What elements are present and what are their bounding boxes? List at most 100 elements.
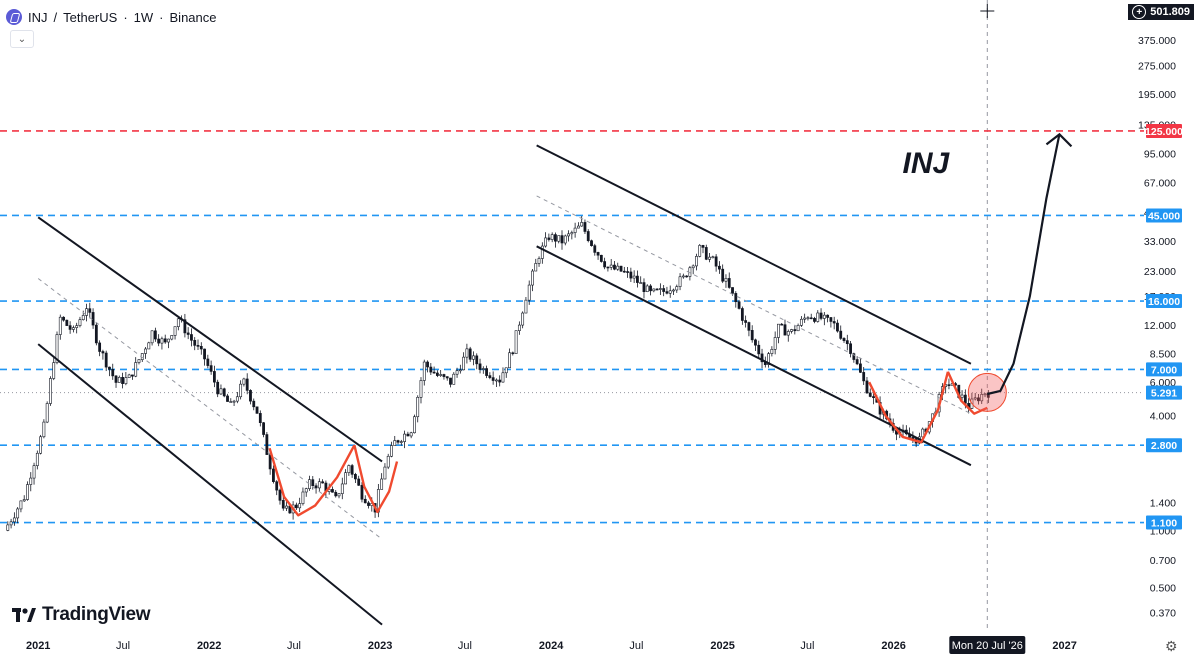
candle-body-43 (147, 342, 151, 350)
candle-body-165 (547, 237, 551, 240)
candle-body-12 (45, 403, 49, 423)
candle-body-69 (232, 400, 236, 403)
candle-body-6 (26, 484, 29, 500)
candle-body-137 (455, 370, 459, 375)
candle-body-152 (504, 367, 508, 374)
candle-body-92 (308, 479, 311, 489)
candle-body-225 (744, 320, 748, 323)
candle-body-291 (960, 394, 964, 398)
candle-body-255 (842, 338, 846, 341)
y-tick-label-10: 12.000 (1144, 320, 1176, 332)
candle-body-55 (186, 332, 190, 335)
candle-body-73 (245, 378, 249, 391)
crosshair-date-tag-label: Mon 20 Jul '26 (952, 640, 1023, 652)
candle-body-146 (485, 368, 488, 376)
interval-label[interactable]: 1W (133, 9, 154, 25)
candle-body-245 (809, 317, 813, 320)
candle-body-234 (773, 337, 777, 350)
candle-body-88 (294, 504, 298, 509)
candle-body-60 (203, 348, 206, 360)
candle-body-148 (491, 377, 495, 381)
settings-gear-icon[interactable]: ⚙ (1165, 638, 1178, 654)
candle-body-262 (865, 380, 869, 394)
candle-body-153 (508, 352, 511, 369)
candle-body-8 (32, 465, 36, 479)
candle-body-140 (465, 348, 469, 358)
exchange-label: Binance (169, 9, 217, 25)
candle-body-251 (829, 317, 833, 322)
candle-body-194 (642, 282, 646, 292)
candle-body-20 (71, 327, 75, 330)
candle-body-19 (68, 325, 72, 330)
candle-body-254 (839, 330, 843, 339)
projection-arrow-path (987, 134, 1061, 396)
candle-body-144 (478, 363, 482, 370)
candle-body-110 (367, 502, 370, 506)
candle-body-141 (468, 348, 472, 360)
candle-body-67 (226, 395, 229, 402)
x-tick-label-11: 2027 (1052, 640, 1076, 652)
candle-body-243 (803, 317, 807, 320)
candle-body-81 (272, 468, 275, 482)
candle-body-16 (58, 316, 62, 335)
candle-body-65 (219, 388, 223, 395)
candle-body-257 (849, 343, 852, 354)
candle-body-18 (65, 319, 69, 326)
candle-body-203 (672, 289, 675, 292)
candle-body-95 (317, 481, 321, 489)
candle-body-223 (737, 301, 741, 309)
level-tag-label-0: 125.000 (1145, 126, 1183, 138)
tradingview-logo[interactable]: TradingView (12, 604, 151, 626)
candle-body-72 (242, 378, 246, 385)
symbol-label[interactable]: INJ (28, 9, 48, 25)
candle-body-38 (131, 374, 134, 377)
candle-body-3 (16, 508, 20, 519)
level-tag-label-5: 1.100 (1151, 518, 1177, 530)
candle-body-76 (255, 406, 259, 414)
y-tick-label-5: 67.000 (1144, 178, 1176, 190)
x-tick-label-10: 2026 (881, 640, 905, 652)
inj-coin-icon (6, 9, 22, 25)
candle-body-176 (583, 222, 587, 232)
candle-body-129 (429, 366, 433, 373)
candle-body-37 (127, 374, 131, 378)
candle-body-91 (304, 488, 308, 493)
channel-0-midline (37, 278, 383, 540)
candle-body-292 (963, 394, 967, 404)
candle-body-68 (229, 401, 233, 403)
candle-body-183 (606, 266, 610, 269)
candle-body-13 (49, 378, 52, 404)
y-tick-label-2: 195.000 (1138, 89, 1176, 101)
candle-body-59 (199, 346, 203, 350)
candle-body-241 (796, 325, 800, 332)
candle-body-215 (711, 256, 715, 259)
collapse-legend-button[interactable]: ⌄ (10, 30, 34, 48)
candle-body-54 (183, 319, 187, 334)
candle-body-240 (793, 329, 797, 332)
candle-body-178 (590, 240, 593, 246)
candle-body-159 (527, 284, 531, 301)
channel-1-lower (536, 245, 972, 467)
y-tick-label-4: 95.000 (1144, 149, 1176, 161)
candle-body-200 (662, 288, 666, 292)
plus-icon[interactable]: + (1132, 5, 1147, 19)
candle-body-180 (596, 252, 600, 256)
candle-body-115 (383, 466, 387, 480)
candle-body-295 (973, 397, 977, 400)
candle-body-64 (216, 381, 220, 395)
candle-body-238 (786, 331, 790, 336)
candle-body-78 (262, 422, 265, 435)
candle-body-246 (813, 318, 816, 322)
candle-body-199 (658, 288, 662, 290)
y-tick-label-8: 23.000 (1144, 266, 1176, 278)
candle-body-75 (252, 400, 256, 408)
candle-body-150 (498, 379, 502, 383)
candle-body-57 (193, 340, 197, 346)
channel-0-lower (37, 343, 383, 626)
candle-body-263 (868, 392, 872, 397)
candle-body-235 (777, 323, 780, 338)
level-tag-bg-1 (1146, 208, 1182, 223)
candle-body-173 (573, 227, 577, 233)
candle-body-169 (560, 235, 564, 244)
